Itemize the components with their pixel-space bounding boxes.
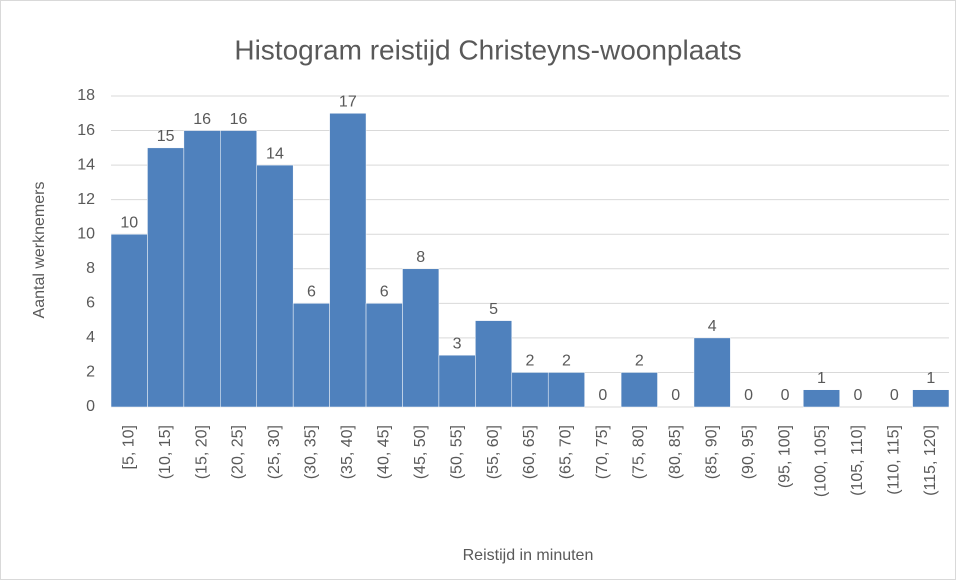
data-label: 1	[817, 370, 826, 387]
x-tick-label: (10, 15]	[157, 425, 174, 479]
bar	[292, 303, 330, 408]
x-tick-label: (55, 60]	[485, 425, 502, 479]
data-label: 2	[526, 353, 535, 370]
data-label: 4	[708, 318, 717, 335]
data-label: 0	[853, 387, 862, 404]
bar	[329, 113, 367, 408]
data-label: 0	[890, 387, 899, 404]
y-tick-label: 4	[86, 329, 95, 346]
x-tick-label: (80, 85]	[667, 425, 684, 479]
bar	[365, 303, 403, 408]
x-tick-label: (15, 20]	[193, 425, 210, 479]
x-tick-label: (70, 75]	[594, 425, 611, 479]
x-tick-label: (95, 100]	[776, 425, 793, 488]
data-label: 0	[781, 387, 790, 404]
y-tick-label: 6	[86, 295, 95, 312]
data-label: 16	[193, 111, 211, 128]
y-tick-label: 14	[77, 156, 95, 173]
data-label: 17	[339, 93, 357, 110]
y-axis-label: Aantal werknemers	[31, 182, 48, 319]
bar	[803, 389, 840, 408]
bar	[183, 130, 221, 408]
x-axis-label: Reistijd in minuten	[463, 547, 594, 564]
y-tick-label: 8	[86, 260, 95, 277]
bar	[475, 320, 513, 408]
data-label: 0	[744, 387, 753, 404]
data-label: 8	[416, 249, 425, 266]
data-label: 0	[671, 387, 680, 404]
bar	[220, 130, 257, 408]
data-label: 10	[120, 214, 138, 231]
data-label: 0	[598, 387, 607, 404]
x-tick-label: (40, 45]	[375, 425, 392, 479]
x-tick-label: (105, 110]	[849, 425, 866, 496]
x-tick-label: (60, 65]	[521, 425, 538, 479]
y-tick-label: 10	[77, 225, 95, 242]
data-label: 1	[926, 370, 935, 387]
y-tick-label: 12	[77, 191, 95, 208]
data-label: 14	[266, 145, 284, 162]
y-tick-label: 0	[86, 398, 95, 415]
bar	[547, 372, 585, 408]
x-tick-label: (65, 70]	[558, 425, 575, 479]
bar	[511, 372, 549, 408]
data-label: 5	[489, 301, 498, 318]
x-tick-label: (100, 105]	[813, 425, 830, 497]
x-tick-label: [5, 10]	[120, 425, 137, 469]
x-tick-label: (45, 50]	[412, 425, 429, 479]
y-tick-label: 2	[86, 364, 95, 381]
data-label: 16	[230, 111, 248, 128]
data-label: 3	[453, 335, 462, 352]
bar	[402, 268, 440, 408]
x-tick-label: (90, 95]	[740, 425, 757, 479]
data-label: 6	[380, 284, 389, 301]
y-tick-label: 18	[77, 87, 95, 104]
x-tick-label: (35, 40]	[339, 425, 356, 479]
data-label: 2	[562, 353, 571, 370]
x-tick-label: (75, 80]	[631, 425, 648, 479]
bar	[110, 233, 148, 408]
x-tick-label: (20, 25]	[230, 425, 247, 479]
bar	[438, 354, 476, 408]
bar	[256, 164, 294, 408]
chart-title: Histogram reistijd Christeyns-woonplaats	[234, 34, 741, 65]
bar	[693, 337, 731, 408]
data-label: 15	[157, 128, 175, 145]
x-tick-label: (115, 120]	[922, 425, 939, 496]
data-label: 6	[307, 284, 316, 301]
x-tick-label: (30, 35]	[303, 425, 320, 479]
x-tick-label: (50, 55]	[448, 425, 465, 479]
x-tick-label: (85, 90]	[703, 425, 720, 479]
data-label: 2	[635, 353, 644, 370]
x-tick-label: (110, 115]	[886, 425, 903, 495]
x-tick-label: (25, 30]	[266, 425, 283, 479]
bar	[147, 147, 185, 408]
y-tick-label: 16	[77, 122, 95, 139]
bar	[620, 372, 658, 408]
bar	[912, 389, 950, 408]
